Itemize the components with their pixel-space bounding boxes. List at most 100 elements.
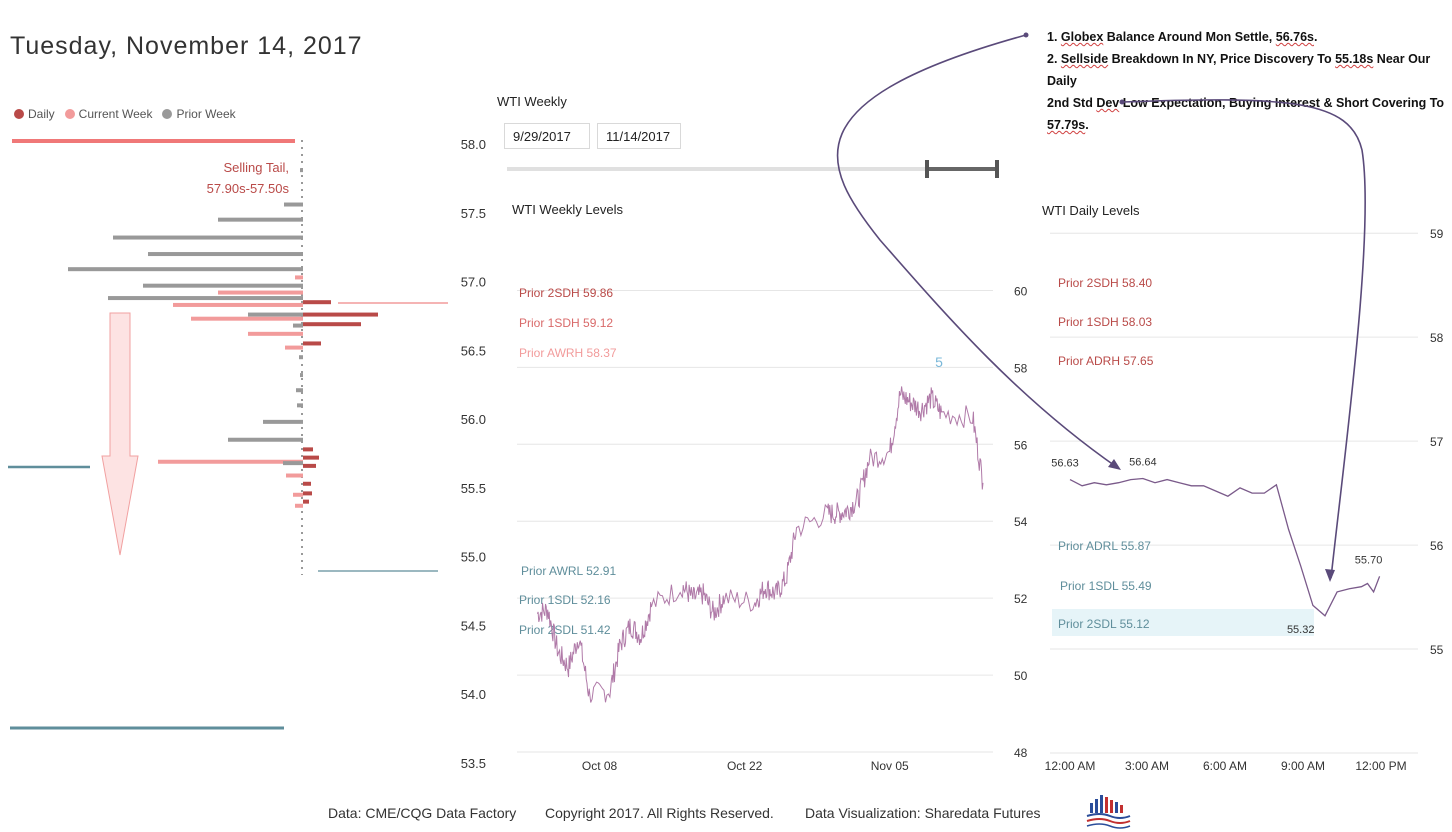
annotation-curve-2-start (1119, 99, 1125, 105)
weekly-x-tick-label: Nov 05 (871, 759, 909, 773)
weekly-x-tick-label: Oct 22 (727, 759, 763, 773)
daily-y-tick-label: 55 (1430, 643, 1444, 657)
legend-swatch-prior-week (162, 109, 173, 119)
daily-point-label: 56.63 (1051, 458, 1079, 470)
date-range-slider[interactable] (507, 160, 999, 178)
profile-bar-prior-week (148, 252, 303, 257)
profile-bar-prior-week (68, 267, 303, 272)
profile-bar-prior-week (143, 283, 303, 288)
profile-bar-prior-week (108, 296, 303, 301)
profile-bar-current-week (295, 275, 303, 280)
profile-bar-current-week (285, 345, 303, 350)
price-axis-tick-label: 55.0 (461, 550, 486, 565)
price-axis-tick-label: 57.0 (461, 275, 486, 290)
price-axis-tick-label: 55.5 (461, 481, 486, 496)
footer-visualization: Data Visualization: Sharedata Futures (805, 805, 1041, 821)
legend-swatch-current-week (64, 109, 75, 119)
weekly-slicer-label: WTI Weekly (497, 94, 567, 109)
weekly-level-label: Prior AWRH 58.37 (519, 346, 617, 360)
weekly-level-label: Prior 2SDH 59.86 (519, 286, 613, 300)
price-axis-tick-label: 54.5 (461, 618, 486, 633)
start-date-input[interactable]: 9/29/2017 (504, 123, 590, 149)
profile-bar-prior-week (300, 373, 303, 378)
daily-chart-title: WTI Daily Levels (1042, 203, 1140, 218)
profile-bar-daily (303, 300, 331, 305)
daily-level-label: Prior 1SDL 55.49 (1060, 579, 1152, 593)
daily-y-tick-label: 59 (1430, 227, 1444, 241)
profile-bar-daily (303, 341, 321, 346)
price-axis: 58.0 57.5 57.0 56.5 56.0 55.5 55.0 54.5 54.0 53.5 (461, 137, 486, 771)
weekly-y-tick-label: 58 (1014, 361, 1028, 375)
weekly-price-line (536, 386, 984, 703)
profile-bar-prior-week (299, 355, 303, 360)
price-axis-tick-label: 54.0 (461, 687, 486, 702)
daily-y-tick-label: 56 (1430, 539, 1444, 553)
profile-bar-prior-week (113, 235, 303, 240)
daily-level-label: Prior 2SDH 58.40 (1058, 276, 1152, 290)
weekly-level-label: Prior 1SDH 59.12 (519, 316, 613, 330)
weekly-y-tick-label: 50 (1014, 669, 1028, 683)
daily-x-tick-label: 12:00 PM (1355, 759, 1406, 773)
profile-bar-prior-week (300, 168, 303, 173)
weekly-y-tick-label: 60 (1014, 284, 1028, 298)
profile-bar-prior-week (263, 419, 303, 424)
profile-bar-prior-week (297, 403, 303, 408)
down-arrow-icon (101, 312, 139, 556)
footer-copyright: Copyright 2017. All Rights Reserved. (545, 805, 774, 821)
profile-bar-prior-week (218, 217, 303, 222)
weekly-level-label: Prior 1SDL 52.16 (519, 593, 611, 607)
daily-level-label: Prior ADRH 57.65 (1058, 354, 1154, 368)
profile-bar-daily (303, 463, 316, 468)
profile-bar-current-week (173, 302, 303, 307)
daily-point-label: 56.64 (1129, 457, 1157, 469)
price-axis-tick-label: 53.5 (461, 756, 486, 771)
note-line-1: 1. Globex Balance Around Mon Settle, 56.… (1047, 30, 1318, 44)
page-title: Tuesday, November 14, 2017 (10, 32, 363, 60)
legend-item-prior-week[interactable]: Prior Week (162, 107, 236, 121)
profile-bar-daily (303, 322, 361, 327)
arrow-head-1-icon (1108, 459, 1121, 470)
sharedata-logo-icon (1086, 795, 1131, 829)
arrow-head-2-icon (1325, 569, 1335, 582)
weekly-y-tick-label: 54 (1014, 515, 1028, 529)
selling-tail-label-1: Selling Tail, (223, 160, 289, 175)
daily-x-tick-label: 6:00 AM (1203, 759, 1247, 773)
profile-bar-daily (303, 491, 312, 496)
profile-bar-current-week (286, 473, 303, 478)
weekly-marker-label: 5 (935, 354, 943, 370)
daily-2sdl-highlight (1052, 609, 1314, 636)
legend-swatch-daily (14, 109, 24, 119)
daily-y-tick-label: 58 (1430, 331, 1444, 345)
profile-bar-prior-week (228, 437, 303, 442)
profile-bar-daily (303, 499, 309, 504)
profile-bar-current-week (295, 503, 303, 508)
daily-point-label: 55.70 (1355, 554, 1383, 566)
weekly-x-tick-label: Oct 08 (582, 759, 618, 773)
profile-bar-current-week (191, 316, 303, 321)
profile-bar-prior-week (283, 461, 303, 466)
end-date-input[interactable]: 11/14/2017 (597, 123, 681, 149)
profile-bar-current-week (218, 290, 303, 295)
note-line-4: 57.79s. (1047, 118, 1089, 132)
daily-y-tick-label: 57 (1430, 435, 1444, 449)
weekly-level-label: Prior 2SDL 51.42 (519, 623, 611, 637)
note-line-2: 2. Sellside Breakdown In NY, Price Disco… (1047, 52, 1431, 88)
weekly-chart-title: WTI Weekly Levels (512, 202, 624, 217)
legend-item-daily[interactable]: Daily (14, 107, 55, 121)
price-axis-tick-label: 57.5 (461, 206, 486, 221)
weekly-level-label: Prior AWRL 52.91 (521, 564, 616, 578)
legend-item-current-week[interactable]: Current Week (64, 107, 152, 121)
daily-x-tick-label: 3:00 AM (1125, 759, 1169, 773)
annotation-arrows (836, 32, 1366, 582)
profile-bars (68, 168, 378, 508)
profile-bar-daily (303, 481, 311, 486)
daily-level-label: Prior 1SDH 58.03 (1058, 315, 1152, 329)
profile-bar-prior-week (296, 388, 303, 393)
weekly-y-tick-label: 52 (1014, 592, 1028, 606)
daily-point-label: 55.32 (1287, 624, 1315, 636)
daily-levels-chart: WTI Daily Levels 55 56 57 58 59 12:00 AM 3:00 … (1042, 203, 1444, 773)
profile-legend: Daily Current Week Prior Week (14, 107, 236, 121)
profile-bar-current-week (158, 459, 303, 464)
daily-level-label: Prior ADRL 55.87 (1058, 539, 1151, 553)
